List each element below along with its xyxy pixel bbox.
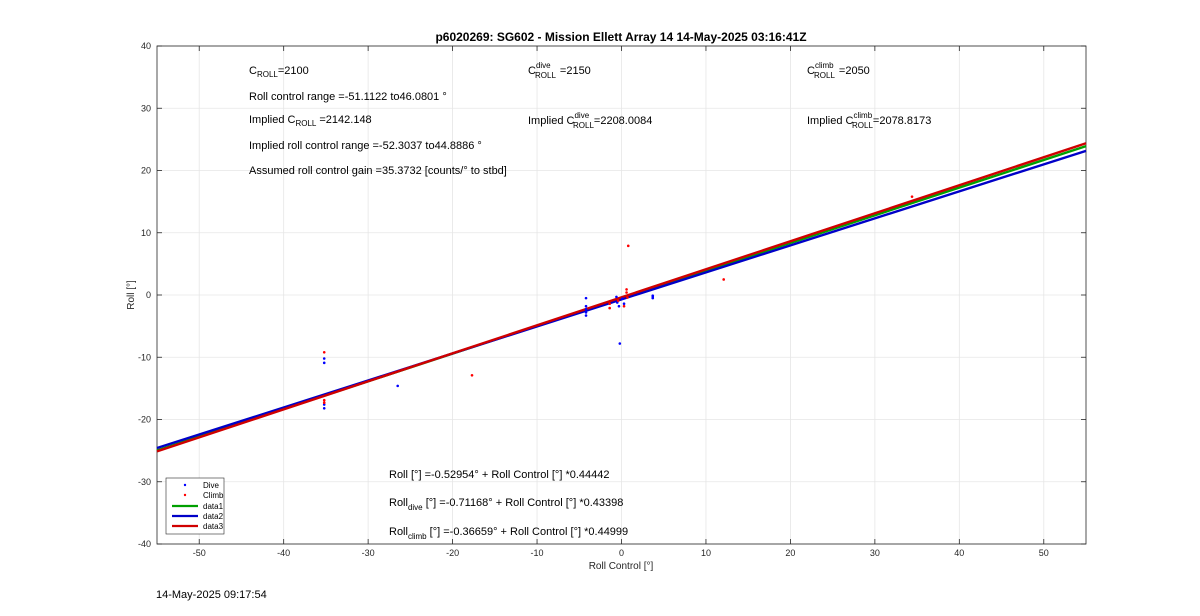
x-axis-label: Roll Control [°] bbox=[589, 561, 654, 572]
point-climb bbox=[625, 291, 628, 294]
point-dive bbox=[584, 311, 588, 314]
point-dive bbox=[584, 314, 588, 317]
legend-label-data2: data2 bbox=[203, 512, 224, 521]
x-tick-label: -10 bbox=[531, 548, 544, 558]
x-tick-label: 20 bbox=[785, 548, 795, 558]
data-points bbox=[322, 195, 914, 410]
point-climb bbox=[626, 244, 630, 248]
y-tick-label: 0 bbox=[146, 290, 151, 300]
annotation-fit-climb: Rollclimb [°] =-0.36659° + Roll Control … bbox=[389, 526, 628, 541]
chart-title: p6020269: SG602 - Mission Ellett Array 1… bbox=[435, 30, 806, 44]
annotation-fit-dive: Rolldive [°] =-0.71168° + Roll Control [… bbox=[389, 497, 623, 512]
point-climb bbox=[322, 401, 326, 404]
legend-marker-dive bbox=[183, 483, 187, 487]
point-dive bbox=[621, 297, 624, 301]
point-dive bbox=[617, 304, 621, 308]
y-tick-label: -40 bbox=[138, 539, 151, 549]
y-tick-label: 20 bbox=[141, 166, 151, 176]
annotation-implied-croll-dive: Implied Cdive ROLL=2208.0084 bbox=[528, 111, 652, 130]
point-dive bbox=[322, 406, 326, 410]
annotation-croll-climb: Cclimb ROLL =2050 bbox=[807, 61, 870, 80]
x-tick-label: 0 bbox=[619, 548, 624, 558]
y-tick-label: 10 bbox=[141, 228, 151, 238]
x-tick-label: -50 bbox=[193, 548, 206, 558]
annotation-implied-range: Implied roll control range =-52.3037 to4… bbox=[249, 140, 482, 152]
annotation-implied-croll: Implied CROLL =2142.148 bbox=[249, 114, 372, 128]
y-tick-label: -30 bbox=[138, 477, 151, 487]
x-tick-label: 50 bbox=[1039, 548, 1049, 558]
y-tick-label: 40 bbox=[141, 41, 151, 51]
point-dive bbox=[584, 304, 588, 308]
point-dive bbox=[615, 295, 618, 299]
legend: Dive Climb data1 data2 data3 bbox=[165, 477, 225, 535]
annotation-roll-range: Roll control range =-51.1122 to46.0801 ° bbox=[249, 91, 447, 103]
point-climb bbox=[910, 195, 914, 198]
y-tick-label: -10 bbox=[138, 352, 151, 362]
point-climb bbox=[322, 398, 326, 402]
annotation-croll: CROLL=2100 bbox=[249, 65, 309, 79]
point-dive bbox=[651, 296, 655, 300]
legend-marker-climb bbox=[183, 493, 187, 497]
legend-label-dive: Dive bbox=[203, 481, 220, 490]
x-tick-label: -30 bbox=[362, 548, 375, 558]
print-timestamp: 14-May-2025 09:17:54 bbox=[156, 589, 267, 601]
point-dive bbox=[322, 357, 326, 360]
point-climb bbox=[626, 296, 629, 299]
annotation-gain: Assumed roll control gain =35.3732 [coun… bbox=[249, 165, 507, 177]
point-climb bbox=[625, 288, 628, 291]
annotation-implied-croll-climb: Implied Cclimb ROLL=2078.8173 bbox=[807, 111, 931, 130]
legend-label-data3: data3 bbox=[203, 522, 224, 531]
point-dive bbox=[322, 361, 326, 365]
point-climb bbox=[322, 350, 326, 354]
point-dive bbox=[622, 302, 626, 306]
y-tick-label: -20 bbox=[138, 415, 151, 425]
annotation-croll-dive: Cdive ROLL =2150 bbox=[528, 61, 591, 80]
x-tick-label: 30 bbox=[870, 548, 880, 558]
y-axis-label: Roll [°] bbox=[126, 280, 137, 310]
ticks: -50 -40 -30 -20 -10 0 10 20 30 40 50 -40 -30 -20 -10 0 1… bbox=[138, 41, 1086, 558]
x-tick-label: 10 bbox=[701, 548, 711, 558]
y-tick-label: 30 bbox=[141, 103, 151, 113]
x-tick-label: -20 bbox=[446, 548, 459, 558]
annotation-fit-all: Roll [°] =-0.52954° + Roll Control [°] *… bbox=[389, 469, 610, 481]
point-dive bbox=[618, 342, 622, 345]
x-tick-label: 40 bbox=[954, 548, 964, 558]
fit-line-data3 bbox=[156, 142, 1087, 453]
point-climb bbox=[608, 306, 611, 310]
legend-label-data1: data1 bbox=[203, 502, 224, 511]
point-dive bbox=[322, 403, 326, 406]
point-climb bbox=[616, 299, 620, 302]
point-climb bbox=[608, 302, 611, 306]
point-climb bbox=[470, 374, 474, 377]
point-climb bbox=[622, 304, 626, 308]
point-dive bbox=[584, 308, 588, 311]
point-dive bbox=[584, 296, 588, 300]
x-tick-label: -40 bbox=[277, 548, 290, 558]
point-dive bbox=[396, 384, 399, 388]
point-climb bbox=[722, 278, 725, 281]
legend-label-climb: Climb bbox=[203, 491, 224, 500]
